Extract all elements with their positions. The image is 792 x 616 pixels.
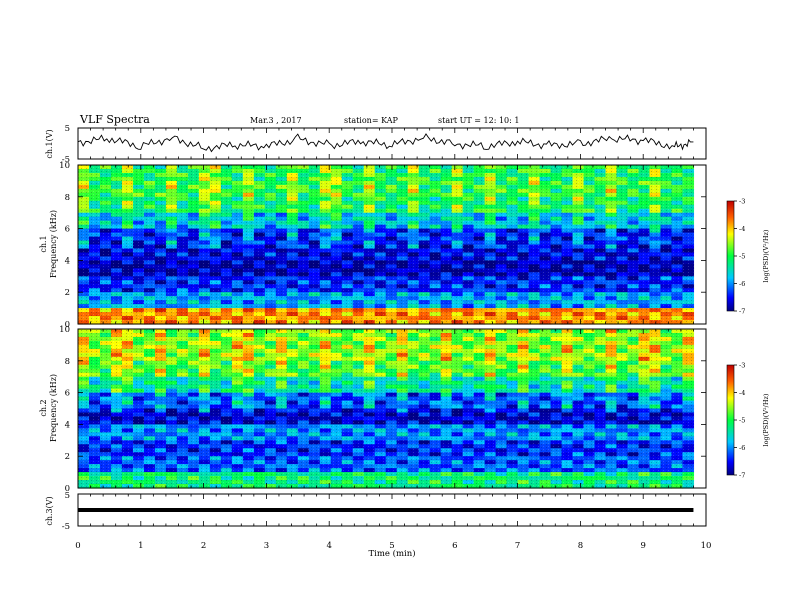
x-tick-label: 10 — [701, 541, 712, 551]
x-tick-label: 3 — [264, 541, 269, 551]
colorbar-tick-label: -3 — [739, 362, 745, 370]
start-time-label: start UT = 12: 10: 1 — [438, 116, 519, 125]
y-tick-label: 0 — [65, 320, 70, 330]
date-label: Mar.3 , 2017 — [250, 116, 302, 125]
ch2-spectrogram-panel: 0 2 4 6 8 10 ch.2 Frequency (kHz) — [39, 325, 707, 494]
colorbar-tick-label: -7 — [739, 472, 745, 480]
colorbar-tick-label: -5 — [739, 417, 745, 425]
x-tick-label: 4 — [326, 541, 331, 551]
x-tick-label: 0 — [75, 541, 80, 551]
y-tick-label: 8 — [65, 193, 70, 203]
ch1-spectrogram-ylabel: Frequency (kHz) — [49, 210, 58, 278]
ch3-voltage-ylabel: ch.3(V) — [45, 496, 54, 525]
x-tick-label: 1 — [138, 541, 143, 551]
x-tick-label: 8 — [578, 541, 583, 551]
colorbar-tick-label: -6 — [739, 444, 745, 452]
ch1-ytick-bottom: -5 — [62, 155, 70, 165]
ch1-colorbar-gradient — [726, 200, 735, 312]
ch1-spectrogram-ylabel-top: ch.1 — [39, 235, 48, 252]
ch1-ytick-top: 5 — [65, 124, 70, 134]
ch3-voltage-panel: 5 -5 ch.3(V) — [45, 491, 707, 532]
colorbar-tick-label: -5 — [739, 253, 745, 261]
colorbar-tick-label: -7 — [739, 308, 745, 316]
colorbar-tick-label: -6 — [739, 280, 745, 288]
ch1-voltage-panel: 5 -5 ch.1(V) — [45, 124, 707, 165]
ch1-colorbar: -3 -4 -5 -6 -7 log(PSD)(V²/Hz) — [726, 198, 770, 316]
ch1-voltage-ylabel: ch.1(V) — [45, 129, 54, 158]
x-axis-label: Time (min) — [368, 548, 415, 559]
x-tick-label: 9 — [640, 541, 645, 551]
ch1-spectrogram-image — [78, 165, 695, 325]
colorbar-tick-label: -3 — [739, 198, 745, 206]
spectrogram-texture — [78, 329, 694, 488]
ch3-ytick-bottom: -5 — [62, 522, 70, 532]
ch1-colorbar-label: log(PSD)(V²/Hz) — [762, 229, 770, 282]
spectrogram-texture — [78, 165, 694, 324]
ch1-spectrogram-panel: 0 2 4 6 8 10 ch.1 Frequency (kHz) — [39, 161, 707, 330]
x-tick-label: 2 — [201, 541, 206, 551]
ch2-spectrogram-image — [78, 329, 695, 489]
ch2-colorbar-label: log(PSD)(V²/Hz) — [762, 393, 770, 446]
x-tick-label: 5 — [389, 541, 394, 551]
x-tick-label: 6 — [452, 541, 457, 551]
y-tick-label: 10 — [59, 325, 70, 335]
ch2-spectrogram-ylabel: Frequency (kHz) — [49, 374, 58, 442]
ch1-voltage-line — [77, 133, 694, 153]
ch2-colorbar-gradient — [726, 364, 735, 476]
y-tick-label: 4 — [65, 420, 70, 430]
y-tick-label: 10 — [59, 161, 70, 171]
y-tick-label: 2 — [65, 288, 70, 298]
ch3-ytick-top: 5 — [65, 491, 70, 501]
colorbar-tick-label: -4 — [739, 389, 745, 397]
y-tick-label: 2 — [65, 452, 70, 462]
ch2-colorbar: -3 -4 -5 -6 -7 log(PSD)(V²/Hz) — [726, 362, 770, 480]
y-tick-label: 0 — [65, 484, 70, 494]
x-axis: 0 1 2 3 4 5 6 7 8 9 10 — [75, 128, 711, 551]
ch2-spectrogram-ylabel-top: ch.2 — [39, 399, 48, 416]
colorbar-tick-label: -4 — [739, 225, 745, 233]
y-tick-label: 8 — [65, 357, 70, 367]
y-tick-label: 6 — [65, 225, 70, 235]
y-tick-label: 6 — [65, 389, 70, 399]
figure-title: VLF Spectra — [79, 113, 150, 126]
y-tick-label: 4 — [65, 256, 70, 266]
station-label: station= KAP — [344, 116, 399, 125]
x-tick-label: 7 — [515, 541, 520, 551]
